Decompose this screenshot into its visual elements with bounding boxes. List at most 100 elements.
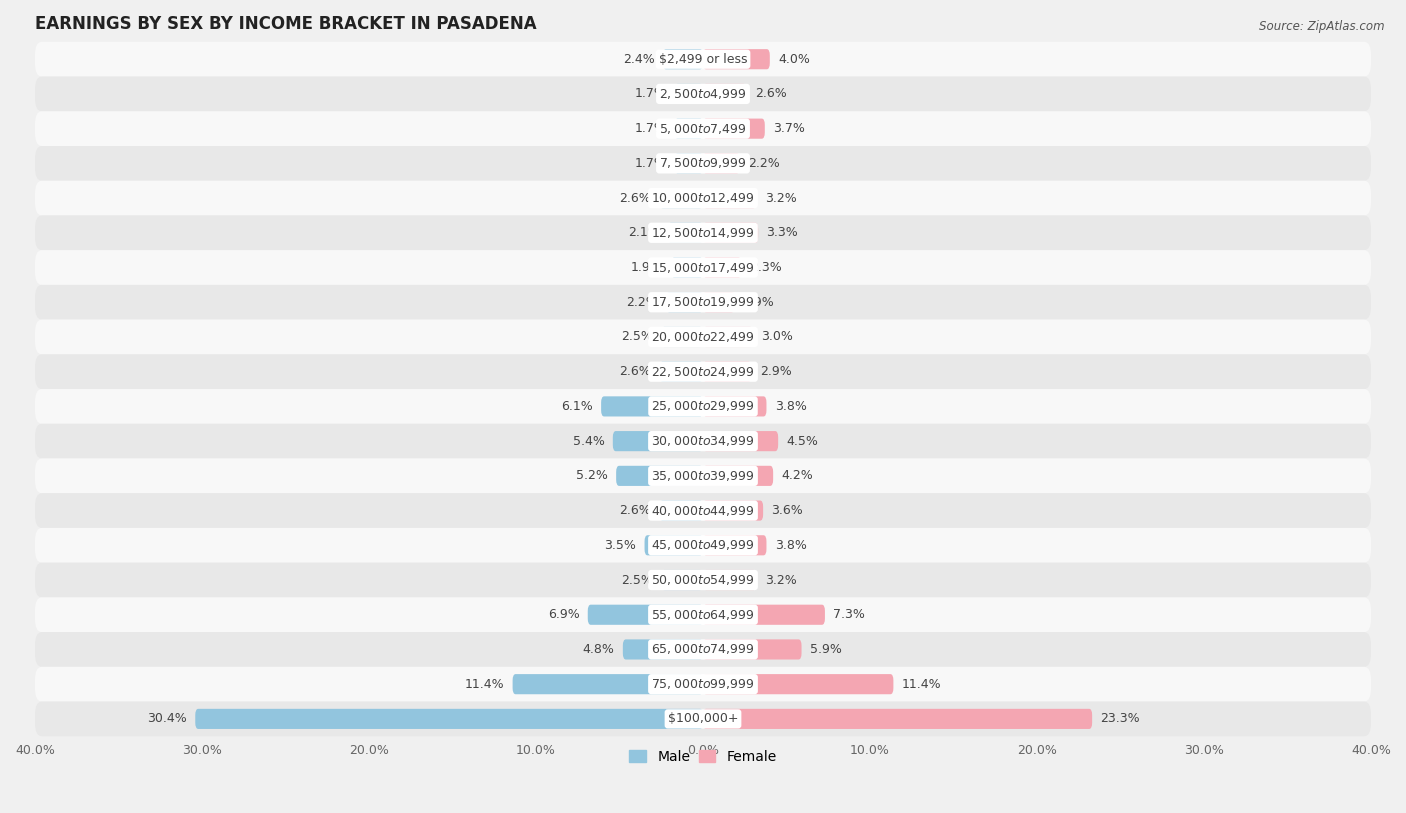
FancyBboxPatch shape <box>35 702 1371 737</box>
Text: $22,500 to $24,999: $22,500 to $24,999 <box>651 365 755 379</box>
Text: 1.7%: 1.7% <box>634 122 666 135</box>
Text: 4.5%: 4.5% <box>786 435 818 448</box>
Text: 2.3%: 2.3% <box>749 261 782 274</box>
Text: $30,000 to $34,999: $30,000 to $34,999 <box>651 434 755 448</box>
Text: 1.7%: 1.7% <box>634 157 666 170</box>
Text: $40,000 to $44,999: $40,000 to $44,999 <box>651 503 755 518</box>
FancyBboxPatch shape <box>35 493 1371 528</box>
Text: 6.1%: 6.1% <box>561 400 593 413</box>
FancyBboxPatch shape <box>703 362 751 382</box>
Text: $17,500 to $19,999: $17,500 to $19,999 <box>651 295 755 309</box>
FancyBboxPatch shape <box>35 250 1371 285</box>
FancyBboxPatch shape <box>35 354 1371 389</box>
Text: $20,000 to $22,499: $20,000 to $22,499 <box>651 330 755 344</box>
Text: 3.8%: 3.8% <box>775 539 807 552</box>
FancyBboxPatch shape <box>602 397 703 416</box>
Text: $2,499 or less: $2,499 or less <box>659 53 747 66</box>
FancyBboxPatch shape <box>35 285 1371 320</box>
FancyBboxPatch shape <box>35 111 1371 146</box>
Text: 11.4%: 11.4% <box>901 678 942 691</box>
Text: 4.2%: 4.2% <box>782 469 813 482</box>
Text: 5.2%: 5.2% <box>576 469 607 482</box>
Text: $65,000 to $74,999: $65,000 to $74,999 <box>651 642 755 656</box>
FancyBboxPatch shape <box>703 605 825 625</box>
FancyBboxPatch shape <box>703 49 770 69</box>
Text: $35,000 to $39,999: $35,000 to $39,999 <box>651 469 755 483</box>
FancyBboxPatch shape <box>659 188 703 208</box>
Text: 2.2%: 2.2% <box>748 157 780 170</box>
FancyBboxPatch shape <box>35 424 1371 459</box>
FancyBboxPatch shape <box>35 146 1371 180</box>
FancyBboxPatch shape <box>703 188 756 208</box>
FancyBboxPatch shape <box>661 570 703 590</box>
FancyBboxPatch shape <box>703 327 754 347</box>
FancyBboxPatch shape <box>703 535 766 555</box>
Text: 3.2%: 3.2% <box>765 573 797 586</box>
Text: 2.5%: 2.5% <box>621 573 652 586</box>
FancyBboxPatch shape <box>703 292 735 312</box>
FancyBboxPatch shape <box>703 154 740 173</box>
Text: 7.3%: 7.3% <box>834 608 865 621</box>
FancyBboxPatch shape <box>35 41 1371 76</box>
Text: $7,500 to $9,999: $7,500 to $9,999 <box>659 156 747 171</box>
Text: 1.9%: 1.9% <box>744 296 775 309</box>
Text: 2.4%: 2.4% <box>623 53 655 66</box>
Text: $100,000+: $100,000+ <box>668 712 738 725</box>
Text: $75,000 to $99,999: $75,000 to $99,999 <box>651 677 755 691</box>
Text: 30.4%: 30.4% <box>148 712 187 725</box>
FancyBboxPatch shape <box>703 223 758 243</box>
Text: 5.9%: 5.9% <box>810 643 842 656</box>
FancyBboxPatch shape <box>675 84 703 104</box>
Text: 1.7%: 1.7% <box>634 88 666 101</box>
Text: 3.2%: 3.2% <box>765 192 797 205</box>
Text: $15,000 to $17,499: $15,000 to $17,499 <box>651 260 755 275</box>
Text: $45,000 to $49,999: $45,000 to $49,999 <box>651 538 755 552</box>
FancyBboxPatch shape <box>195 709 703 729</box>
FancyBboxPatch shape <box>703 466 773 486</box>
FancyBboxPatch shape <box>35 528 1371 563</box>
FancyBboxPatch shape <box>35 76 1371 111</box>
Text: EARNINGS BY SEX BY INCOME BRACKET IN PASADENA: EARNINGS BY SEX BY INCOME BRACKET IN PAS… <box>35 15 537 33</box>
FancyBboxPatch shape <box>613 431 703 451</box>
FancyBboxPatch shape <box>644 535 703 555</box>
FancyBboxPatch shape <box>35 563 1371 598</box>
Text: 5.4%: 5.4% <box>572 435 605 448</box>
Text: $12,500 to $14,999: $12,500 to $14,999 <box>651 226 755 240</box>
Text: 3.6%: 3.6% <box>772 504 803 517</box>
Text: 11.4%: 11.4% <box>464 678 505 691</box>
Text: 2.1%: 2.1% <box>628 226 659 239</box>
Text: $55,000 to $64,999: $55,000 to $64,999 <box>651 608 755 622</box>
Text: 3.8%: 3.8% <box>775 400 807 413</box>
FancyBboxPatch shape <box>35 215 1371 250</box>
FancyBboxPatch shape <box>35 459 1371 493</box>
Text: $2,500 to $4,999: $2,500 to $4,999 <box>659 87 747 101</box>
Text: $5,000 to $7,499: $5,000 to $7,499 <box>659 122 747 136</box>
Text: 2.9%: 2.9% <box>759 365 792 378</box>
FancyBboxPatch shape <box>703 639 801 659</box>
FancyBboxPatch shape <box>703 84 747 104</box>
FancyBboxPatch shape <box>703 258 741 277</box>
FancyBboxPatch shape <box>703 501 763 520</box>
Legend: Male, Female: Male, Female <box>624 745 782 769</box>
FancyBboxPatch shape <box>35 389 1371 424</box>
Text: $10,000 to $12,499: $10,000 to $12,499 <box>651 191 755 205</box>
FancyBboxPatch shape <box>659 501 703 520</box>
FancyBboxPatch shape <box>703 570 756 590</box>
Text: 2.6%: 2.6% <box>620 504 651 517</box>
Text: 4.8%: 4.8% <box>582 643 614 656</box>
FancyBboxPatch shape <box>668 223 703 243</box>
Text: 2.6%: 2.6% <box>620 192 651 205</box>
Text: 23.3%: 23.3% <box>1101 712 1140 725</box>
FancyBboxPatch shape <box>588 605 703 625</box>
FancyBboxPatch shape <box>703 674 893 694</box>
FancyBboxPatch shape <box>662 49 703 69</box>
FancyBboxPatch shape <box>661 327 703 347</box>
FancyBboxPatch shape <box>659 362 703 382</box>
FancyBboxPatch shape <box>35 667 1371 702</box>
Text: 3.0%: 3.0% <box>762 330 793 343</box>
FancyBboxPatch shape <box>35 632 1371 667</box>
Text: 3.7%: 3.7% <box>773 122 806 135</box>
FancyBboxPatch shape <box>703 397 766 416</box>
FancyBboxPatch shape <box>623 639 703 659</box>
Text: $25,000 to $29,999: $25,000 to $29,999 <box>651 399 755 414</box>
